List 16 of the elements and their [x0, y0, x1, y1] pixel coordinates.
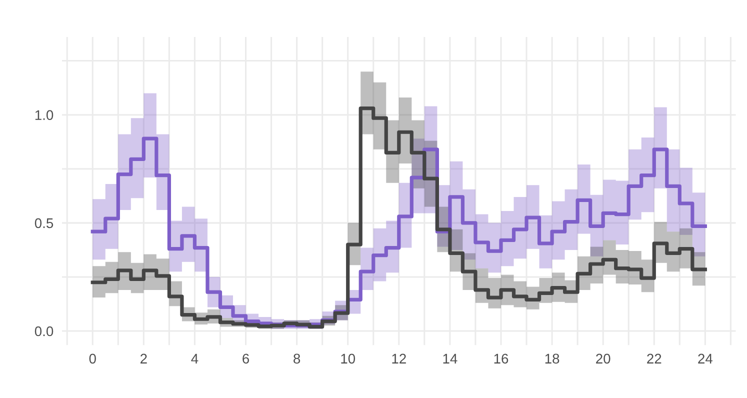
x-tick-label: 2: [140, 354, 147, 364]
x-tick-label: 22: [647, 354, 662, 364]
y-tick-label: 0.5: [34, 218, 54, 228]
x-tick-label: 24: [698, 354, 712, 364]
x-tick-label: 4: [191, 354, 198, 364]
x-tick-label: 8: [294, 354, 300, 364]
y-tick-label: 1.0: [35, 110, 54, 120]
x-tick-label: 0: [89, 354, 96, 364]
x-tick-label: 12: [392, 354, 406, 364]
x-tick-label: 20: [596, 354, 610, 364]
x-tick-label: 18: [545, 354, 560, 364]
y-tick-label: 0.0: [34, 326, 54, 336]
x-tick-label: 14: [443, 354, 458, 364]
x-tick-label: 6: [242, 354, 250, 364]
x-tick-label: 10: [341, 354, 356, 364]
x-tick-label: 16: [494, 354, 508, 364]
